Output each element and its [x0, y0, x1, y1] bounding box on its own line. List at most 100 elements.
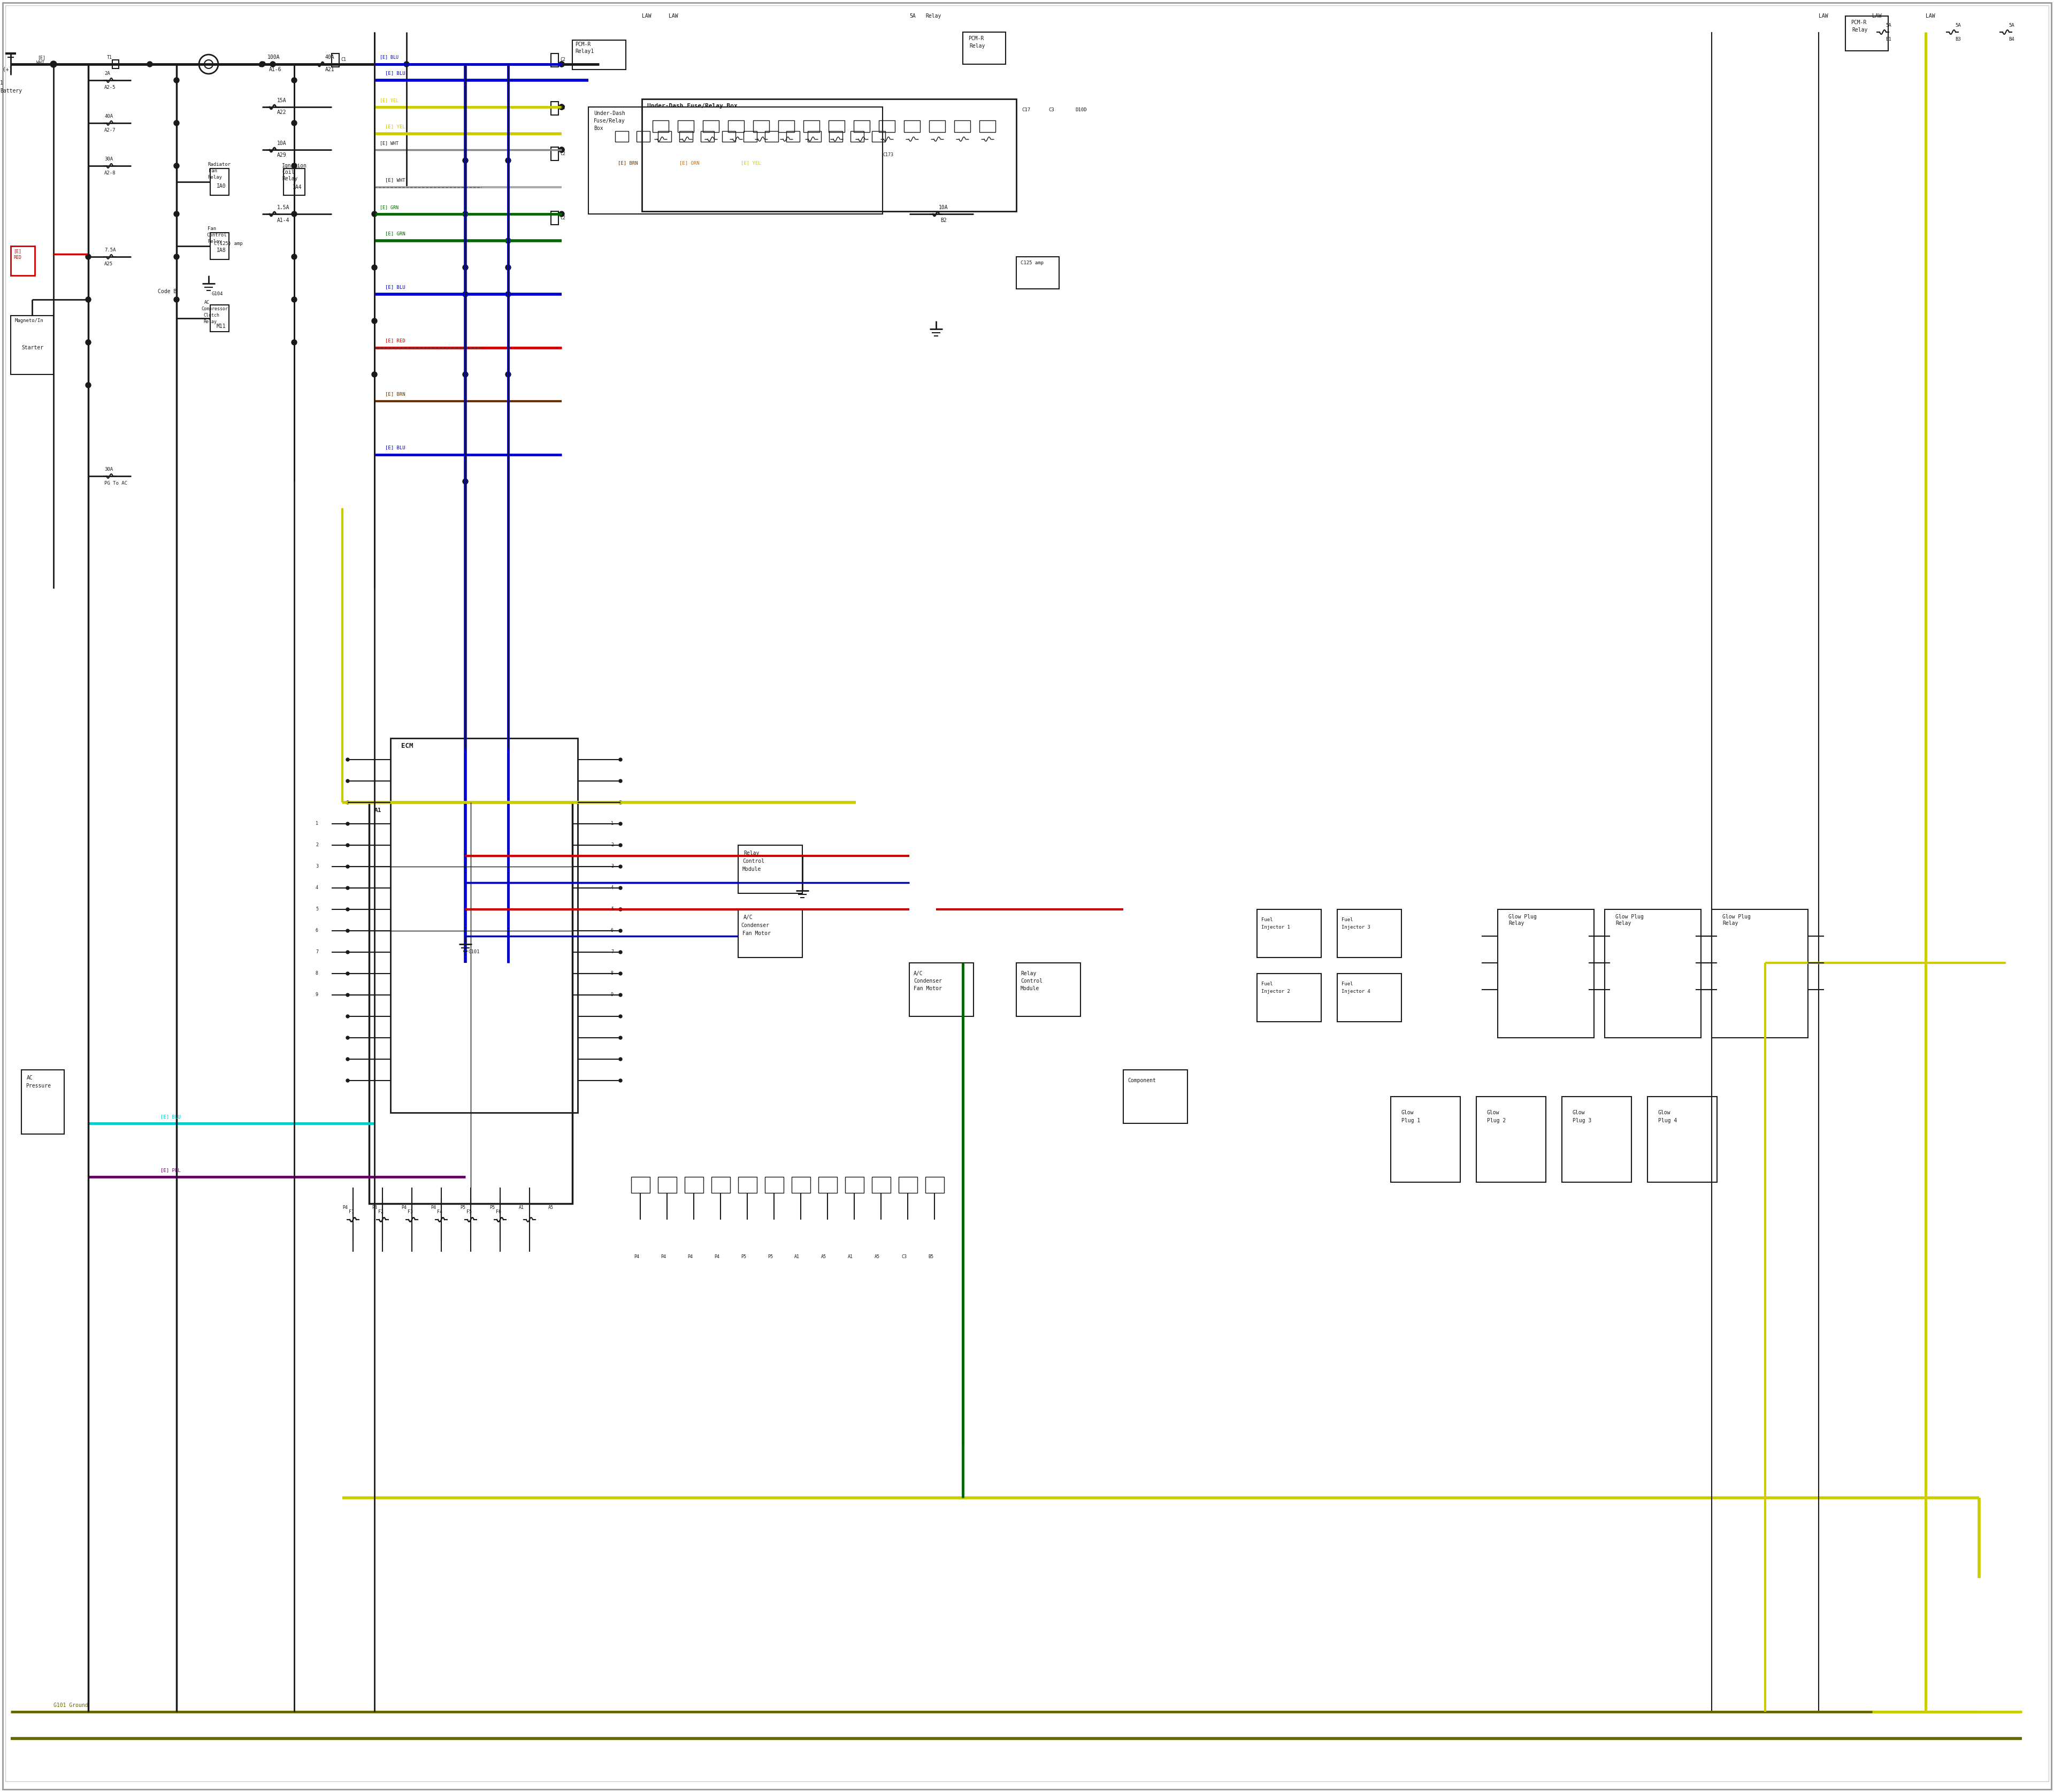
Text: [E] YEL: [E] YEL [386, 124, 405, 129]
Text: [E] RED: [E] RED [386, 339, 405, 342]
Text: 7: 7 [316, 950, 318, 955]
Text: Fuel: Fuel [1261, 918, 1273, 923]
Text: 3: 3 [316, 864, 318, 869]
Bar [803, 120, 820, 133]
Circle shape [618, 1079, 622, 1082]
Text: [E] WHT: [E] WHT [386, 177, 405, 183]
Text: Glow: Glow [1658, 1109, 1670, 1115]
Text: 30A: 30A [105, 158, 113, 161]
Text: F5: F5 [466, 1210, 472, 1215]
Text: Relay: Relay [744, 851, 760, 857]
Text: [E] GRN: [E] GRN [386, 231, 405, 237]
Text: P4: P4 [688, 1254, 692, 1260]
Text: Control: Control [741, 858, 764, 864]
Bar [550, 102, 559, 115]
Text: 2A: 2A [105, 72, 111, 77]
Circle shape [618, 950, 622, 953]
Circle shape [618, 844, 622, 848]
Circle shape [86, 297, 90, 303]
Circle shape [345, 844, 349, 848]
Text: PCM-R: PCM-R [967, 36, 984, 41]
Text: F3: F3 [407, 1210, 413, 1215]
Text: Plug 4: Plug 4 [1658, 1118, 1676, 1124]
Bar [817, 1177, 838, 1193]
Text: 15A: 15A [277, 99, 286, 104]
Text: 9: 9 [610, 993, 614, 998]
Text: 10A: 10A [939, 204, 949, 210]
Bar [550, 54, 559, 66]
Bar [1017, 256, 1060, 289]
Text: 4: 4 [610, 885, 614, 891]
Text: AC: AC [203, 299, 210, 305]
Bar [678, 120, 694, 133]
Text: Clutch: Clutch [203, 312, 220, 317]
Circle shape [345, 950, 349, 953]
Text: B3: B3 [1955, 36, 1962, 41]
Text: T1: T1 [107, 56, 113, 61]
Text: C173: C173 [883, 152, 893, 158]
Circle shape [505, 238, 511, 244]
Bar [1257, 909, 1321, 957]
Text: 1: 1 [0, 81, 4, 86]
Text: [E] YEL: [E] YEL [741, 161, 760, 165]
Circle shape [175, 77, 179, 82]
Text: 7: 7 [610, 950, 614, 955]
Bar [1337, 909, 1401, 957]
Bar [744, 131, 756, 142]
Text: C2: C2 [561, 215, 565, 220]
Bar [900, 1177, 918, 1193]
Bar [791, 1177, 811, 1193]
Bar [764, 1177, 785, 1193]
Circle shape [462, 371, 468, 376]
Circle shape [292, 163, 298, 168]
Circle shape [462, 265, 468, 271]
Text: P4: P4 [715, 1254, 719, 1260]
Circle shape [345, 1079, 349, 1082]
Text: Condenser: Condenser [741, 923, 768, 928]
Bar [723, 131, 735, 142]
Circle shape [559, 61, 565, 66]
Text: [E] BLU: [E] BLU [380, 56, 398, 59]
Bar [963, 32, 1006, 65]
Text: A1: A1 [374, 808, 382, 814]
Circle shape [618, 930, 622, 932]
Text: Compressor: Compressor [201, 306, 228, 312]
Circle shape [372, 371, 378, 376]
Text: C125 amp: C125 amp [1021, 262, 1043, 265]
Circle shape [86, 254, 90, 260]
Bar [631, 1177, 649, 1193]
Circle shape [618, 1057, 622, 1061]
Circle shape [259, 61, 265, 66]
Bar [737, 909, 803, 957]
Circle shape [345, 930, 349, 932]
Bar [684, 1177, 702, 1193]
Circle shape [175, 211, 179, 217]
Bar [370, 803, 573, 1204]
Text: IA0: IA0 [216, 183, 226, 188]
Bar [871, 131, 885, 142]
Text: A29: A29 [277, 152, 286, 158]
Text: Fuel: Fuel [1341, 918, 1354, 923]
Circle shape [618, 993, 622, 996]
Bar [587, 108, 883, 213]
Circle shape [175, 120, 179, 125]
Text: 5A: 5A [910, 13, 916, 18]
Bar [787, 131, 799, 142]
Bar [764, 131, 778, 142]
Text: P5: P5 [489, 1206, 495, 1210]
Text: [E] YEL: [E] YEL [380, 99, 398, 102]
Text: LAW: LAW [1871, 13, 1881, 18]
Text: PCM-R: PCM-R [575, 41, 592, 47]
Text: [E] PPL: [E] PPL [160, 1168, 181, 1172]
Bar [331, 54, 339, 66]
Bar [653, 120, 670, 133]
Bar [980, 120, 996, 133]
Bar [390, 738, 577, 1113]
Circle shape [372, 265, 378, 271]
Text: Injector 3: Injector 3 [1341, 925, 1370, 930]
Text: B4: B4 [2009, 36, 2015, 41]
Text: A2-5: A2-5 [105, 86, 115, 90]
Circle shape [559, 104, 565, 109]
Text: Injector 1: Injector 1 [1261, 925, 1290, 930]
Text: D10D: D10D [1074, 108, 1087, 113]
